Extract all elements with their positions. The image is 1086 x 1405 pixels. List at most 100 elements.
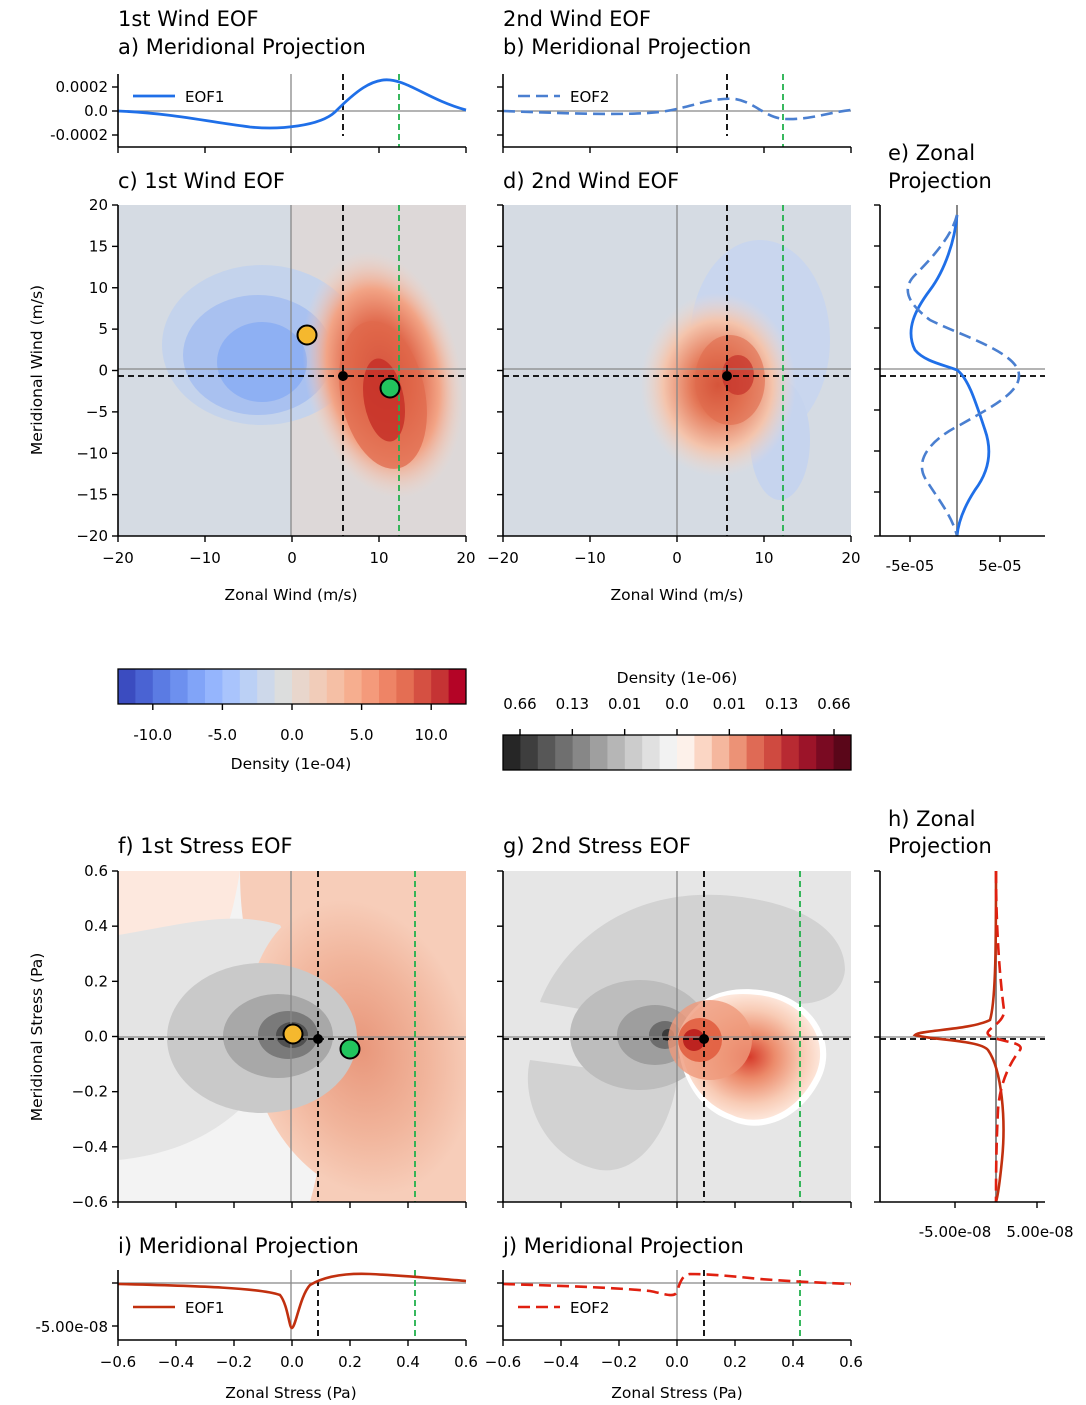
panel-b-legend: EOF2 [518,88,609,106]
colorbar-1-tick-1: -5.0 [208,726,237,744]
colorbar-2-cell [816,735,835,770]
colorbar-2-cell [659,735,678,770]
panel-j-xlabel: Zonal Stress (Pa) [611,1384,742,1402]
panel-f-ylabel: Meridional Stress (Pa) [28,953,46,1122]
panel-j: −0.6 −0.4 −0.2 0.0 0.2 0.4 0.6 Zonal Stress (P… [485,1270,863,1402]
panel-h: -5.00e-08 5.00e-08 [874,870,1074,1241]
panel-j-title: j) Meridional Projection [502,1234,744,1258]
panel-c-xlabel: Zonal Wind (m/s) [224,586,357,604]
colorbar-1-tick-3: 5.0 [350,726,374,744]
panel-c-black-marker [338,371,348,381]
colorbar-1-label: Density (1e-04) [231,755,352,773]
panel-f-ytick-label-6: −0.6 [72,1193,108,1211]
panel-i-eof1-curve [117,1272,467,1330]
colorbar-1-tick-2: 0.0 [280,726,304,744]
panel-c-xtick-label-1: −10 [189,549,221,567]
colorbar-2: Density (1e-06) 0.66 0.13 0.01 0.0 0.01 0.13 0… [502,669,852,771]
colorbar-2-tick-5: 0.13 [765,695,798,713]
colorbar-2-cell [764,735,782,770]
panel-i-ytick: -5.00e-08 [35,1318,108,1336]
colorbar-1-cell [152,669,171,704]
colorbar-1-tick-4: 10.0 [414,726,447,744]
panel-d-xlabel: Zonal Wind (m/s) [610,586,743,604]
panel-a-title-line1: 1st Wind EOF [118,7,259,31]
panel-a-ytick-2: 0.0 [84,102,108,120]
panel-b-legend-label: EOF2 [570,88,609,106]
colorbar-2-cell [729,735,748,770]
colorbar-2-cell [798,735,817,770]
panel-c-ytick-label-7: −15 [76,486,108,504]
panel-a-ytick-3: -0.0002 [50,126,108,144]
colorbar-2-cell [677,735,695,770]
panel-f-black-marker [313,1034,323,1044]
panel-j-xtick-label-0: −0.6 [485,1353,521,1371]
colorbar-2-cell [746,735,765,770]
panel-j-xtick-label-6: 0.6 [839,1353,863,1371]
panel-c-xtick-label-0: −20 [102,549,134,567]
panel-j-xtick-label-2: −0.2 [601,1353,637,1371]
panel-f-ytick-label-4: −0.2 [72,1083,108,1101]
colorbar-1-cell [344,669,363,704]
colorbar-2-label: Density (1e-06) [617,669,738,687]
panel-f-xticks [117,1202,467,1208]
panel-c-ytick-label-2: 10 [89,279,108,297]
panel-d-xtick-label-1: −10 [574,549,606,567]
panel-c-ytick-label-4: 0 [98,362,108,380]
panel-a-eof1-curve [117,78,467,130]
colorbar-2-cell [503,735,521,770]
colorbar-2-cell [694,735,713,770]
colorbar-1: -10.0 -5.0 0.0 5.0 10.0 Density (1e-04) [117,668,467,773]
colorbar-1-cell [274,669,293,704]
panel-c-xticks: −20 −10 0 10 20 [102,536,476,567]
panel-i-xtick-label-6: 0.6 [454,1353,478,1371]
panel-c-xtick-label-2: 0 [287,549,297,567]
panel-i-xtick-label-0: −0.6 [100,1353,136,1371]
panel-c-ytick-label-8: −20 [76,527,108,545]
colorbar-2-cell [555,735,574,770]
colorbar-2-cell [520,735,539,770]
colorbar-2-tick-4: 0.01 [713,695,746,713]
colorbar-2-tick-3: 0.0 [665,695,689,713]
colorbar-1-cell [222,669,241,704]
panel-a-legend: EOF1 [133,88,224,106]
panel-g-xticks [502,1202,852,1208]
panel-d-yticks [497,204,503,537]
colorbar-2-cell [572,735,591,770]
panel-d-xtick-label-3: 10 [754,549,773,567]
panel-g [497,870,852,1208]
colorbar-1-tick-0: -10.0 [133,726,172,744]
panel-i-title: i) Meridional Projection [118,1234,359,1258]
panel-f-yticks: 0.6 0.4 0.2 0.0 −0.2 −0.4 −0.6 [72,862,118,1211]
colorbar-2-cell [833,735,852,770]
panel-a: 0.0002 0.0 -0.0002 EOF1 [50,74,467,153]
panel-b-title-line1: 2nd Wind EOF [503,7,651,31]
panel-d-title: d) 2nd Wind EOF [503,169,679,193]
panel-a-ytick-1: 0.0002 [56,78,109,96]
panel-c-yticks: 20 15 10 5 0 −5 −10 −15 −20 [76,196,118,545]
panel-f-ytick-label-2: 0.2 [84,972,108,990]
colorbar-1-cell [448,669,467,704]
panel-i-legend-label: EOF1 [185,1299,224,1317]
panel-h-eof2-curve [986,870,1022,1203]
colorbar-2-cell [590,735,608,770]
panel-d-xtick-label-4: 20 [841,549,860,567]
panel-e-title-1: e) Zonal [888,141,975,165]
panel-f-title: f) 1st Stress EOF [118,834,293,858]
colorbar-1-cell [292,669,310,704]
colorbar-1-cell [396,669,415,704]
colorbar-2-tick-6: 0.66 [817,695,850,713]
panel-f-ytick-label-0: 0.6 [84,862,108,880]
colorbar-1-cell [309,669,328,704]
panel-h-eof1-curve [912,870,1005,1203]
panel-c-green-marker [379,377,401,399]
panel-d-black-marker [722,371,732,381]
colorbar-2-cell [781,735,800,770]
panel-j-xticks: −0.6 −0.4 −0.2 0.0 0.2 0.4 0.6 [485,1340,863,1371]
panel-j-legend: EOF2 [518,1299,609,1317]
colorbar-2-cell [624,735,643,770]
panel-b: EOF2 [497,74,852,153]
panel-i: -5.00e-08 −0.6 −0.4 −0.2 0.0 0.2 0.4 0.6 Zonal… [35,1270,478,1402]
panel-f-green-marker [339,1038,361,1060]
panel-i-xtick-label-2: −0.2 [216,1353,252,1371]
